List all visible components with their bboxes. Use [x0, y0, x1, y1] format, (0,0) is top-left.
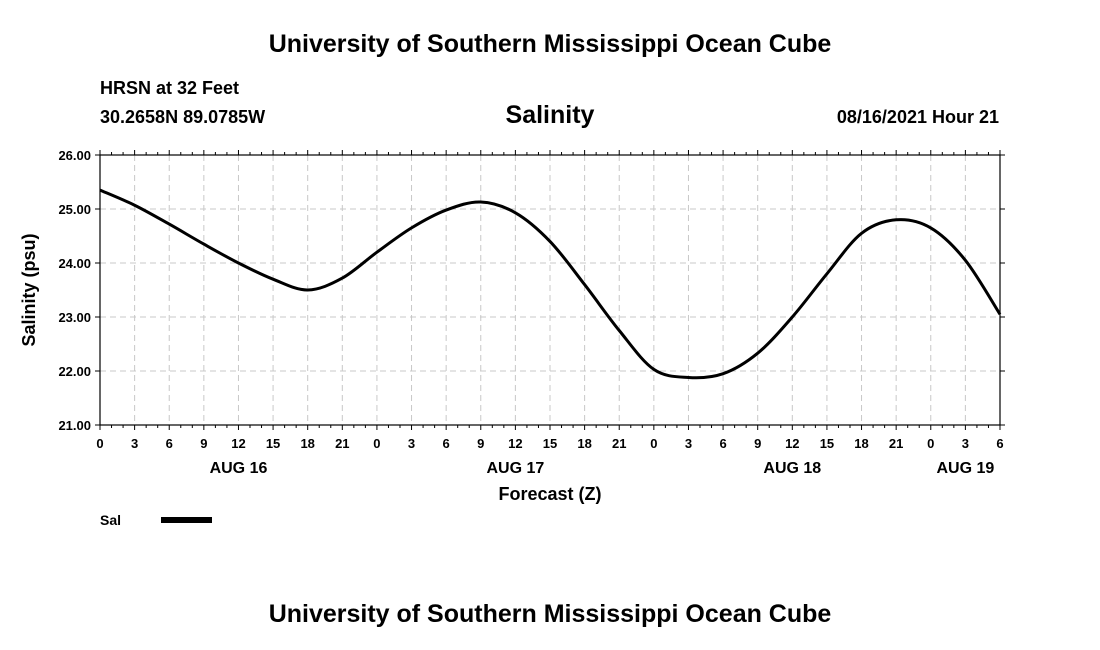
- day-label: AUG 16: [210, 460, 268, 477]
- x-tick-label: 0: [927, 436, 934, 451]
- page-title: University of Southern Mississippi Ocean…: [268, 30, 832, 58]
- x-tick-label: 6: [166, 436, 173, 451]
- forecast-datetime: 08/16/2021 Hour 21: [836, 107, 999, 127]
- y-tick-label: 21.00: [58, 418, 91, 433]
- x-tick-label: 21: [335, 436, 349, 451]
- x-tick-label: 0: [96, 436, 103, 451]
- series-layer: [99, 188, 1002, 380]
- x-tick-label: 21: [612, 436, 626, 451]
- plot-frame: [99, 154, 1001, 426]
- x-tick-label: 6: [719, 436, 726, 451]
- y-tick-label: 24.00: [58, 256, 91, 271]
- x-tick-label: 9: [754, 436, 761, 451]
- x-tick-label: 3: [685, 436, 692, 451]
- axes: 21.00 22.00 23.00 24.00 25.00 26.00 0 3 6 9 12 15 18…: [58, 148, 1005, 477]
- footer-title: University of Southern Mississippi Ocean…: [268, 600, 832, 628]
- station-coordinates: 30.2658N 89.0785W: [100, 107, 266, 127]
- day-label: AUG 17: [486, 460, 544, 477]
- x-tick-label: 6: [996, 436, 1003, 451]
- x-tick-label: 12: [785, 436, 799, 451]
- x-tick-label: 21: [889, 436, 903, 451]
- day-label: AUG 18: [763, 460, 821, 477]
- x-tick-label: 18: [577, 436, 591, 451]
- x-tick-label: 0: [650, 436, 657, 451]
- x-tick-label: 0: [373, 436, 380, 451]
- legend: Sal: [100, 512, 212, 528]
- x-tick-label: 15: [543, 436, 557, 451]
- y-tick-label: 25.00: [58, 202, 91, 217]
- x-tick-label: 15: [820, 436, 834, 451]
- y-axis-title: Salinity (psu): [19, 233, 39, 346]
- x-tick-label: 3: [131, 436, 138, 451]
- day-label: AUG 19: [936, 460, 994, 477]
- x-tick-label: 12: [508, 436, 522, 451]
- grid-lines: [99, 154, 1001, 426]
- x-tick-label: 18: [854, 436, 868, 451]
- x-tick-label: 9: [200, 436, 207, 451]
- station-label: HRSN at 32 Feet: [100, 78, 240, 98]
- x-tick-label: 3: [962, 436, 969, 451]
- x-axis-title: Forecast (Z): [498, 484, 601, 504]
- x-tick-label: 12: [231, 436, 245, 451]
- y-tick-label: 22.00: [58, 364, 91, 379]
- x-tick-label: 3: [408, 436, 415, 451]
- y-tick-label: 23.00: [58, 310, 91, 325]
- x-tick-label: 9: [477, 436, 484, 451]
- legend-label-sal: Sal: [100, 512, 121, 528]
- chart-title: Salinity: [505, 101, 595, 129]
- y-tick-label: 26.00: [58, 148, 91, 163]
- x-tick-label: 6: [443, 436, 450, 451]
- x-tick-label: 18: [300, 436, 314, 451]
- x-tick-label: 15: [266, 436, 280, 451]
